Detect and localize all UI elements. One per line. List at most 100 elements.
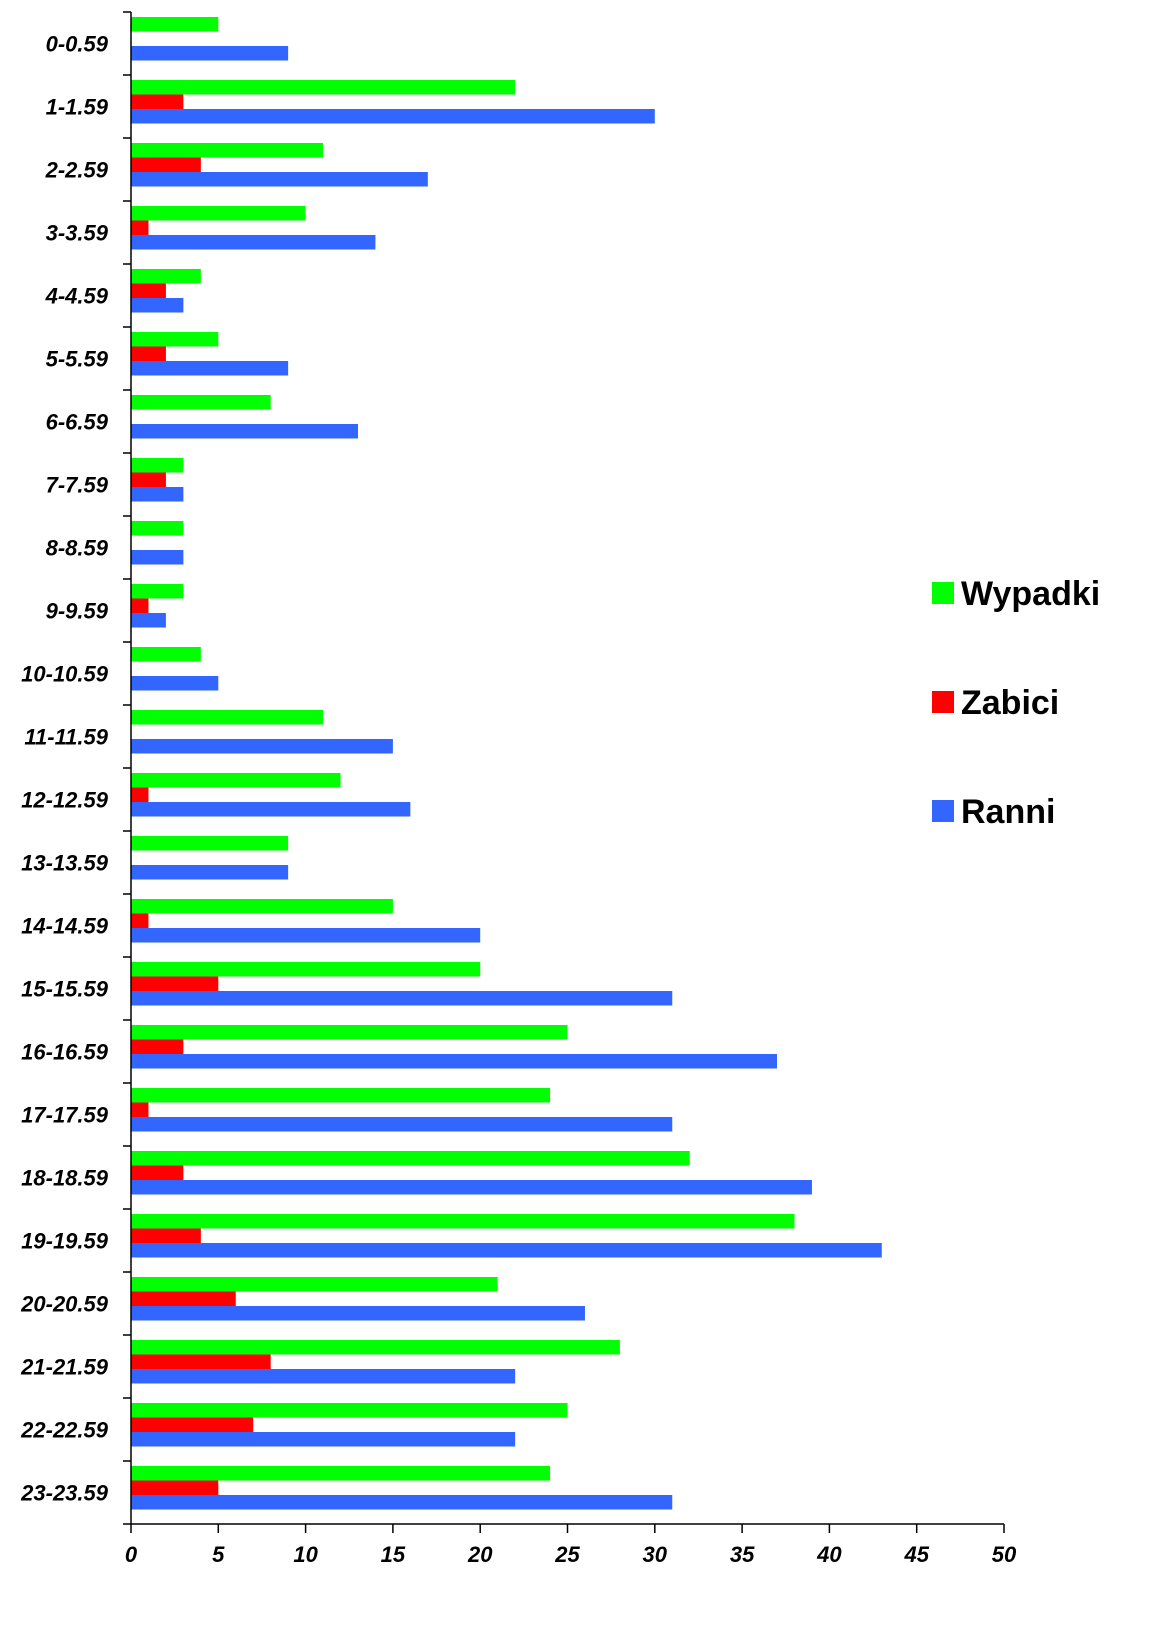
bar-ranni: [131, 109, 655, 124]
legend-label-zabici: Zabici: [961, 684, 1059, 722]
bar-wypadki: [131, 143, 324, 158]
y-tick-label: 1-1.59: [46, 95, 109, 120]
bar-wypadki: [131, 836, 289, 851]
bar-ranni: [131, 802, 411, 817]
x-tick-label: 5: [212, 1542, 225, 1567]
y-tick-label: 4-4.59: [45, 284, 109, 309]
bar-ranni: [131, 298, 184, 313]
legend: Wypadki Zabici Ranni: [932, 575, 1100, 831]
y-tick-label: 16-16.59: [21, 1040, 109, 1065]
bar-ranni: [131, 1432, 516, 1447]
legend-swatch-ranni: [932, 800, 954, 822]
legend-label-wypadki: Wypadki: [961, 575, 1100, 613]
bar-zabici: [131, 157, 201, 172]
bar-ranni: [131, 1117, 673, 1132]
bar-ranni: [131, 991, 673, 1006]
bar-zabici: [131, 1039, 184, 1054]
x-tick-label: 35: [730, 1542, 755, 1567]
bar-ranni: [131, 361, 289, 376]
y-tick-label: 5-5.59: [46, 347, 109, 372]
y-tick-label: 21-21.59: [20, 1355, 109, 1380]
x-tick-label: 25: [554, 1542, 580, 1567]
bar-ranni: [131, 1054, 778, 1069]
bar-zabici: [131, 472, 166, 487]
bar-ranni: [131, 487, 184, 502]
bar-wypadki: [131, 1088, 551, 1103]
bar-zabici: [131, 1102, 149, 1117]
bar-wypadki: [131, 899, 393, 914]
y-tick-label: 7-7.59: [46, 473, 109, 498]
x-tick-label: 10: [293, 1542, 318, 1567]
x-tick-label: 50: [992, 1542, 1017, 1567]
x-tick-label: 20: [467, 1542, 493, 1567]
bar-wypadki: [131, 710, 324, 725]
bar-wypadki: [131, 80, 516, 95]
bars-layer: [131, 17, 882, 1510]
bar-ranni: [131, 550, 184, 565]
bar-wypadki: [131, 17, 219, 32]
bar-wypadki: [131, 206, 306, 221]
y-tick-label: 23-23.59: [20, 1481, 109, 1506]
bar-wypadki: [131, 1466, 551, 1481]
y-tick-label: 11-11.59: [24, 725, 108, 750]
x-tick-label: 45: [903, 1542, 929, 1567]
legend-swatch-zabici: [932, 691, 954, 713]
bar-zabici: [131, 1417, 254, 1432]
y-tick-label: 12-12.59: [21, 788, 109, 813]
bar-wypadki: [131, 584, 184, 599]
bar-zabici: [131, 346, 166, 361]
bar-wypadki: [131, 1403, 568, 1418]
bar-wypadki: [131, 773, 341, 788]
x-tick-label: 30: [643, 1542, 668, 1567]
bar-ranni: [131, 235, 376, 250]
y-tick-label: 3-3.59: [46, 221, 109, 246]
bar-ranni: [131, 1369, 516, 1384]
bar-zabici: [131, 1165, 184, 1180]
legend-label-ranni: Ranni: [961, 793, 1055, 831]
bar-wypadki: [131, 521, 184, 536]
y-tick-label: 19-19.59: [21, 1229, 109, 1254]
bar-zabici: [131, 1354, 271, 1369]
bar-ranni: [131, 172, 428, 187]
bar-zabici: [131, 1228, 201, 1243]
y-tick-label: 10-10.59: [21, 662, 109, 687]
bar-wypadki: [131, 395, 271, 410]
bar-wypadki: [131, 1151, 690, 1166]
bar-ranni: [131, 928, 481, 943]
bar-wypadki: [131, 458, 184, 473]
bar-ranni: [131, 739, 393, 754]
y-tick-label: 22-22.59: [20, 1418, 109, 1443]
x-tick-label: 15: [381, 1542, 406, 1567]
legend-swatch-wypadki: [932, 582, 954, 604]
y-tick-label: 20-20.59: [20, 1292, 109, 1317]
y-tick-label: 2-2.59: [45, 158, 109, 183]
bar-ranni: [131, 424, 358, 439]
bar-wypadki: [131, 962, 481, 977]
y-tick-label: 18-18.59: [21, 1166, 109, 1191]
bar-zabici: [131, 913, 149, 928]
bar-ranni: [131, 676, 219, 691]
bar-ranni: [131, 46, 289, 61]
bar-zabici: [131, 1480, 219, 1495]
bar-wypadki: [131, 1025, 568, 1040]
bar-wypadki: [131, 332, 219, 347]
bar-zabici: [131, 598, 149, 613]
x-tick-label: 40: [816, 1542, 842, 1567]
bar-wypadki: [131, 1340, 620, 1355]
bar-ranni: [131, 1180, 812, 1195]
bar-ranni: [131, 613, 166, 628]
bar-wypadki: [131, 647, 201, 662]
bar-zabici: [131, 787, 149, 802]
bar-zabici: [131, 1291, 236, 1306]
bar-ranni: [131, 1495, 673, 1510]
axes-layer: 0-0.59 1-1.59 2-2.59 3-3.59 4-4.59 5-5.59 6-6.…: [20, 11, 1017, 1567]
bar-zabici: [131, 220, 149, 235]
y-tick-label: 9-9.59: [46, 599, 109, 624]
bar-wypadki: [131, 1214, 795, 1229]
bar-ranni: [131, 865, 289, 880]
bar-wypadki: [131, 269, 201, 284]
bar-ranni: [131, 1243, 882, 1258]
y-tick-label: 0-0.59: [46, 32, 109, 57]
y-tick-label: 6-6.59: [46, 410, 109, 435]
